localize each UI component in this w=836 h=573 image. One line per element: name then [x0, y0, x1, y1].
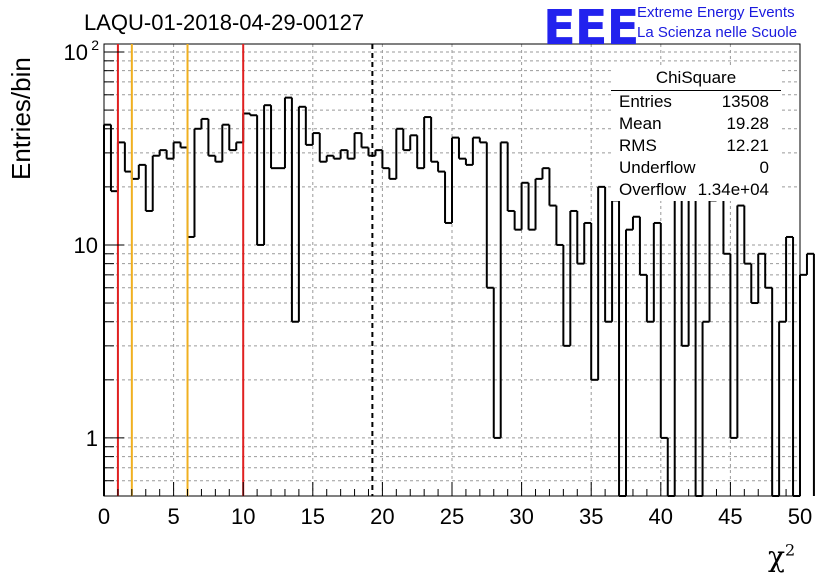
y-tick-label: 10 — [64, 40, 88, 65]
stats-key: Entries — [619, 92, 672, 111]
x-tick-label: 50 — [788, 504, 812, 529]
x-tick-label: 40 — [649, 504, 673, 529]
stats-row-mean: Mean 19.28 — [611, 113, 781, 135]
x-tick-label: 25 — [440, 504, 464, 529]
stats-key: Overflow — [619, 180, 687, 199]
chart-title: LAQU-01-2018-04-29-00127 — [84, 10, 365, 35]
y-tick-label-exponent: 2 — [91, 37, 99, 53]
x-tick-label: 35 — [579, 504, 603, 529]
eee-logo: EEE — [543, 0, 639, 56]
stats-value: 1.34e+04 — [697, 180, 769, 199]
stats-title: ChiSquare — [611, 66, 781, 91]
x-axis-label: χ2 — [768, 540, 795, 573]
stats-value: 12.21 — [726, 136, 769, 155]
y-axis-label: Entries/bin — [6, 57, 36, 180]
y-tick-label: 1 — [86, 426, 98, 451]
x-tick-label: 0 — [98, 504, 110, 529]
stats-key: Mean — [619, 114, 662, 133]
stats-value: 13508 — [721, 92, 769, 111]
x-tick-label: 15 — [301, 504, 325, 529]
y-tick-label: 10 — [74, 233, 98, 258]
x-tick-label: 30 — [509, 504, 533, 529]
x-axis-label-superscript: 2 — [784, 540, 796, 560]
stats-box: ChiSquare Entries 13508 Mean 19.28 RMS 12.2… — [611, 66, 781, 201]
stats-key: RMS — [619, 136, 657, 155]
stats-row-rms: RMS 12.21 — [611, 135, 781, 157]
x-axis-label-symbol: χ — [768, 540, 785, 573]
x-tick-label: 10 — [231, 504, 255, 529]
x-tick-label: 20 — [370, 504, 394, 529]
stats-key: Underflow — [619, 158, 696, 177]
stats-row-underflow: Underflow 0 — [611, 157, 781, 179]
stats-row-entries: Entries 13508 — [611, 91, 781, 113]
logo-line-1: Extreme Energy Events — [637, 4, 795, 21]
x-tick-label: 45 — [718, 504, 742, 529]
stats-row-overflow: Overflow 1.34e+04 — [611, 179, 781, 201]
stats-value: 0 — [759, 158, 769, 177]
stats-value: 19.28 — [726, 114, 769, 133]
logo-line-2: La Scienza nelle Scuole — [637, 24, 798, 41]
x-tick-label: 5 — [167, 504, 179, 529]
